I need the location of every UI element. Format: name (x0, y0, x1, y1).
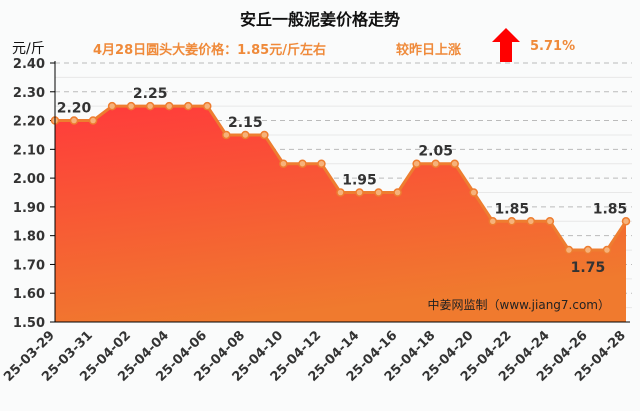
subtitle: 4月28日圆头大姜价格：1.85元/斤左右 (93, 43, 326, 58)
data-point (203, 101, 212, 111)
data-point (183, 101, 193, 111)
data-point (602, 245, 612, 255)
data-label: 2.15 (228, 115, 263, 131)
y-tick-label: 2.30 (13, 86, 45, 101)
y-tick-label: 1.60 (13, 287, 45, 302)
arrow-up-icon (492, 28, 520, 62)
data-point (431, 159, 440, 168)
data-point (583, 245, 593, 255)
area-fill (55, 106, 626, 323)
data-point (393, 188, 402, 197)
data-point (88, 116, 98, 125)
data-point (279, 159, 288, 168)
data-point (488, 217, 498, 226)
y-tick-label: 1.50 (13, 316, 45, 331)
data-label: 2.25 (133, 86, 168, 102)
y-tick-label: 2.20 (13, 115, 45, 130)
data-point (374, 188, 383, 197)
y-tick-label: 2.10 (13, 143, 45, 158)
chart-title: 安丘一般泥姜价格走势 (239, 10, 400, 29)
data-point (145, 101, 155, 111)
data-point (222, 130, 231, 140)
data-point (107, 101, 117, 111)
y-tick-label: 2.40 (13, 57, 45, 72)
change-label: 较昨日上涨 (396, 43, 462, 58)
y-axis-unit: 元/斤 (12, 41, 45, 57)
data-point (317, 159, 326, 168)
data-point (621, 217, 631, 226)
data-label: 2.05 (418, 144, 453, 160)
data-point (450, 159, 459, 168)
y-tick-label: 2.00 (13, 172, 45, 187)
data-point (164, 101, 174, 111)
data-point (545, 217, 555, 226)
data-point (69, 116, 79, 125)
data-point (241, 130, 250, 140)
data-point (126, 101, 136, 111)
data-label: 2.20 (57, 101, 92, 117)
data-point (298, 159, 307, 168)
data-point (564, 245, 574, 255)
y-tick-label: 1.70 (13, 258, 45, 273)
data-point (355, 188, 364, 197)
change-value: 5.71% (530, 39, 576, 54)
watermark: 中姜网监制（www.jiang7.com） (428, 297, 610, 312)
data-point (507, 217, 517, 226)
data-label: 1.75 (571, 260, 606, 276)
data-point (336, 188, 345, 197)
data-point (469, 188, 478, 197)
data-point (412, 159, 421, 168)
data-label: 1.85 (593, 201, 628, 217)
y-tick-label: 1.80 (13, 230, 45, 245)
data-point (260, 130, 269, 140)
data-point (526, 217, 536, 226)
data-label: 1.85 (495, 201, 530, 217)
y-tick-label: 1.90 (13, 201, 45, 216)
data-label: 1.95 (342, 173, 377, 189)
